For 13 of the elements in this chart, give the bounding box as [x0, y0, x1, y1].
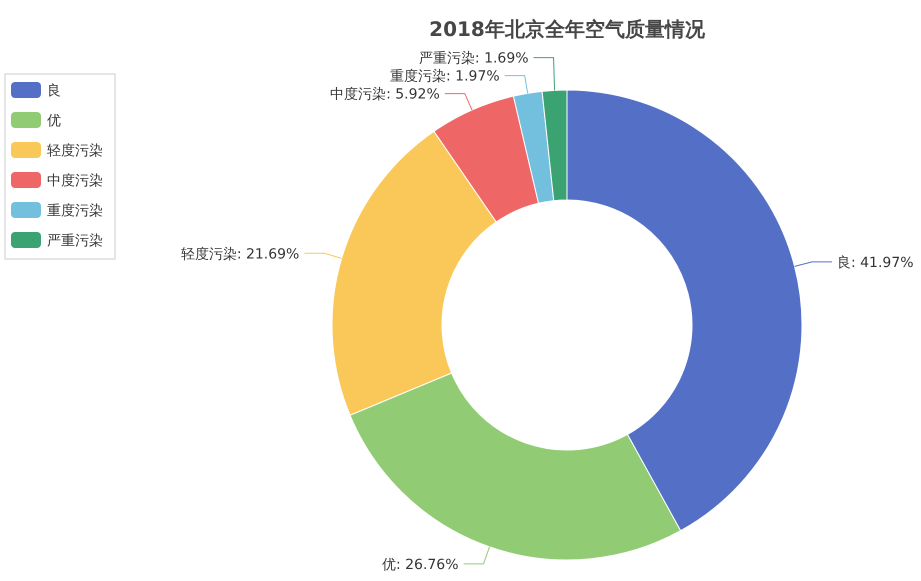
data-label: 中度污染: 5.92%: [330, 86, 440, 103]
legend-label: 中度污染: [47, 173, 103, 189]
data-label: 重度污染: 1.97%: [390, 68, 500, 85]
legend-label: 重度污染: [47, 203, 103, 219]
chart-title: 2018年北京全年空气质量情况: [429, 17, 706, 41]
legend-label: 优: [47, 113, 61, 129]
legend-label: 良: [47, 83, 61, 99]
legend-label: 严重污染: [47, 233, 103, 249]
data-label: 严重污染: 1.69%: [418, 50, 529, 67]
data-label: 优: 26.76%: [382, 556, 459, 573]
data-label: 轻度污染: 21.69%: [180, 246, 300, 262]
legend-label: 轻度污染: [47, 143, 103, 159]
data-label: 良: 41.97%: [836, 254, 914, 271]
